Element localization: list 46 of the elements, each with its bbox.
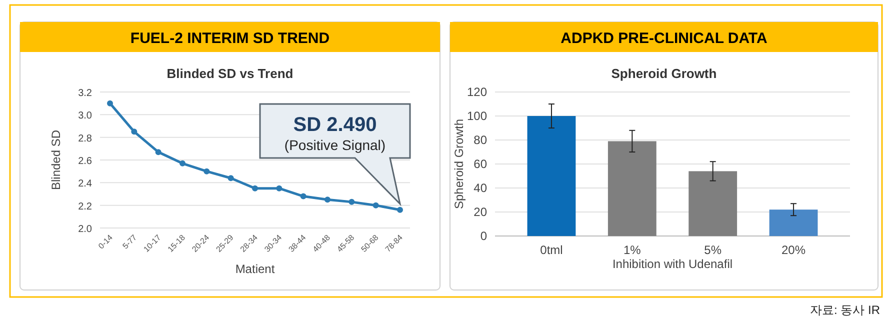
y-tick-label: 80	[474, 133, 488, 147]
point	[300, 193, 306, 200]
y-tick-label: 2.0	[78, 224, 92, 235]
chart-subtitle: Blinded SD vs Trend	[166, 66, 294, 81]
y-tick-label: 3.0	[78, 110, 92, 122]
annotation: (Positive Signal)	[284, 137, 386, 153]
point	[155, 149, 162, 156]
y-tick-label: 2.2	[78, 201, 92, 212]
point	[107, 100, 113, 106]
point	[276, 185, 282, 192]
x-tick-label: 20%	[782, 243, 806, 257]
chart-subtitle: Spheroid Growth	[611, 66, 717, 81]
bar	[527, 116, 576, 236]
y-tick-label: 2.8	[78, 133, 92, 144]
bar	[688, 171, 738, 236]
x-axis-title: Inhibition with Udenafil	[612, 257, 733, 271]
y-tick-label: 2.4	[78, 178, 92, 190]
bar	[769, 210, 818, 236]
y-tick-label: 60	[474, 157, 488, 171]
point	[204, 168, 210, 174]
text: 자료: 동사 IR	[810, 303, 880, 317]
x-tick-label: 5%	[704, 243, 722, 257]
y-tick-label: 100	[466, 109, 488, 123]
chart-title: ADPKD PRE-CLINICAL DATA	[560, 30, 768, 47]
y-tick-label: 0	[480, 229, 488, 243]
point	[397, 206, 403, 213]
point	[324, 196, 330, 203]
y-tick-label: 3.2	[78, 88, 92, 99]
y-tick-label: 120	[466, 85, 488, 99]
y-tick-label: 20	[474, 205, 488, 219]
point	[228, 175, 234, 182]
bar	[608, 141, 656, 236]
annotation: SD 2.490	[293, 114, 377, 136]
y-axis-title: Spheroid Growth	[452, 118, 466, 210]
y-tick-label: 2.6	[78, 156, 92, 167]
x-tick-label: 0tml	[540, 243, 563, 257]
y-tick-label: 40	[474, 181, 488, 195]
y-axis-title: Blinded SD	[49, 130, 63, 190]
x-axis-title: Matient	[235, 262, 276, 276]
chart-title: FUEL-2 INTERIM SD TREND	[130, 30, 330, 47]
point	[131, 128, 138, 135]
point	[348, 198, 355, 205]
point	[372, 202, 379, 208]
point	[252, 185, 258, 192]
x-tick-label: 1%	[623, 243, 642, 257]
point	[180, 160, 186, 166]
